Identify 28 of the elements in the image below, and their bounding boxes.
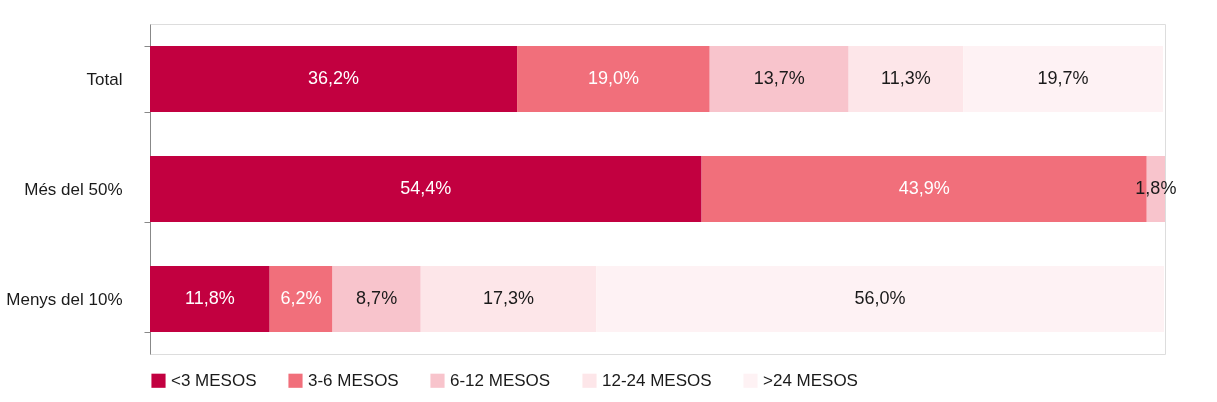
y-tick-label: Més del 50% [24,179,123,199]
bar [150,46,518,112]
data-label: 8,7% [356,288,398,308]
y-tick-label: Menys del 10% [6,289,123,309]
data-label: 6,2% [280,288,322,308]
legend-label: >24 MESOS [763,370,858,390]
bar [150,266,270,332]
data-label: 19,7% [1037,68,1089,88]
data-label: 17,3% [482,288,534,308]
data-label: 36,2% [308,68,360,88]
bar [269,266,333,332]
bar [517,46,710,112]
bar [332,266,421,332]
legend-label: 3-6 MESOS [308,370,399,390]
data-label: 11,3% [881,68,931,88]
y-tick-label: Total [86,69,123,89]
data-label: 13,7% [753,68,805,88]
data-label: 56,0% [854,288,906,308]
legend-label: <3 MESOS [171,370,257,390]
bar [709,46,849,112]
legend-label: 12-24 MESOS [602,370,712,390]
bar [150,156,702,222]
data-label: 1,8% [1135,178,1177,198]
data-label: 19,0% [587,68,639,88]
data-label: 54,4% [400,178,452,198]
legend-label: 6-12 MESOS [450,370,551,390]
data-label: 11,8% [184,288,235,308]
data-label: 43,9% [898,178,950,198]
